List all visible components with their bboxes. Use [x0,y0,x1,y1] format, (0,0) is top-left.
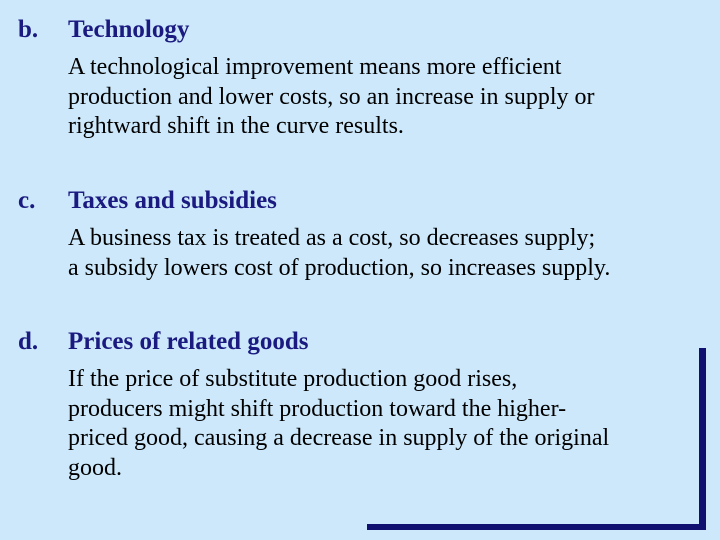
item-description: A business tax is treated as a cost, so … [68,224,610,283]
decorative-frame-horizontal [367,524,706,530]
description-line: A business tax is treated as a cost, so … [68,225,596,251]
item-heading: Technology [68,16,190,43]
description-line: rightward shift in the curve results. [68,113,404,139]
description-line: good. [68,454,122,481]
description-line: priced good, causing a decrease in suppl… [68,425,610,451]
item-heading: Prices of related goods [68,328,309,355]
item-letter: c. [18,187,36,214]
decorative-frame-vertical [699,348,706,530]
item-heading: Taxes and subsidies [68,187,277,214]
description-line: A technological improvement means more e… [68,54,562,80]
item-letter: b. [18,16,39,43]
description-line: production and lower costs, so an increa… [68,83,595,110]
description-line: If the price of substitute production go… [68,366,518,392]
item-description: If the price of substitute production go… [68,365,609,483]
description-line: a subsidy lowers cost of production, so … [68,254,611,281]
description-line: producers might shift production toward … [68,395,567,422]
item-letter: d. [18,328,39,355]
item-description: A technological improvement means more e… [68,53,595,142]
